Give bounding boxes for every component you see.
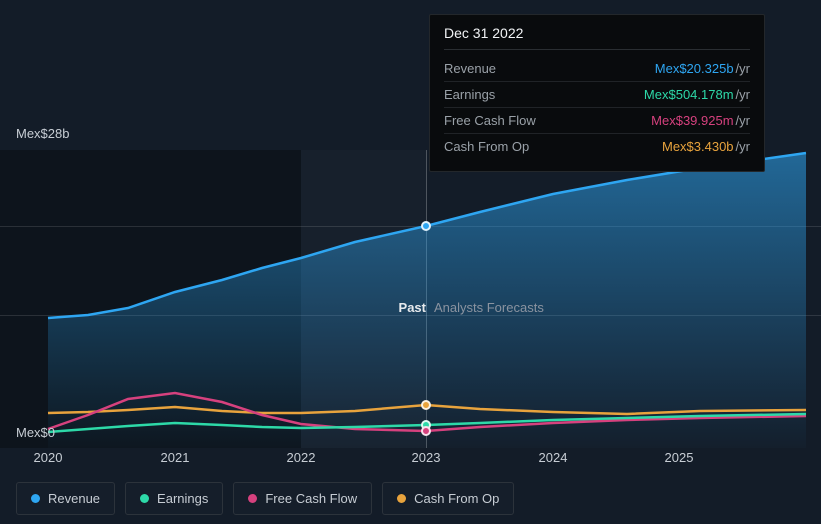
- x-axis: 2020 2021 2022 2023 2024 2025: [0, 450, 821, 470]
- revenue-forecast-chart: Dec 31 2022 Revenue Mex$20.325b/yr Earni…: [0, 0, 821, 524]
- legend-label-cashop: Cash From Op: [414, 491, 499, 506]
- legend-item-fcf[interactable]: Free Cash Flow: [233, 482, 372, 515]
- forecast-label: Analysts Forecasts: [434, 300, 544, 315]
- legend-item-cashop[interactable]: Cash From Op: [382, 482, 514, 515]
- tooltip-value-earnings: Mex$504.178m/yr: [644, 87, 750, 102]
- y-axis-top-label: Mex$28b: [16, 126, 69, 141]
- tooltip-row-revenue: Revenue Mex$20.325b/yr: [444, 56, 750, 82]
- legend-item-revenue[interactable]: Revenue: [16, 482, 115, 515]
- tooltip-box: Dec 31 2022 Revenue Mex$20.325b/yr Earni…: [429, 14, 765, 172]
- x-tick-2025: 2025: [665, 450, 694, 465]
- past-label: Past: [399, 300, 426, 315]
- legend-label-fcf: Free Cash Flow: [265, 491, 357, 506]
- x-tick-2024: 2024: [539, 450, 568, 465]
- tooltip-value-revenue: Mex$20.325b/yr: [655, 61, 750, 76]
- x-tick-2023: 2023: [412, 450, 441, 465]
- fcf-legend-dot: [248, 494, 257, 503]
- tooltip-row-earnings: Earnings Mex$504.178m/yr: [444, 82, 750, 108]
- x-tick-2022: 2022: [287, 450, 316, 465]
- tooltip-row-fcf: Free Cash Flow Mex$39.925m/yr: [444, 108, 750, 134]
- legend-label-revenue: Revenue: [48, 491, 100, 506]
- tooltip-label-fcf: Free Cash Flow: [444, 113, 536, 128]
- tooltip-label-revenue: Revenue: [444, 61, 496, 76]
- tooltip-value-cashop: Mex$3.430b/yr: [662, 139, 750, 154]
- plot-area: Past Analysts Forecasts: [0, 150, 821, 448]
- legend-label-earnings: Earnings: [157, 491, 208, 506]
- x-tick-2020: 2020: [34, 450, 63, 465]
- revenue-marker-dot[interactable]: [421, 221, 431, 231]
- freecashflow-marker-dot[interactable]: [421, 426, 431, 436]
- tooltip-row-cashop: Cash From Op Mex$3.430b/yr: [444, 134, 750, 159]
- tooltip-label-earnings: Earnings: [444, 87, 495, 102]
- tooltip-label-cashop: Cash From Op: [444, 139, 529, 154]
- earnings-legend-dot: [140, 494, 149, 503]
- cashop-legend-dot: [397, 494, 406, 503]
- revenue-legend-dot: [31, 494, 40, 503]
- tooltip-value-fcf: Mex$39.925m/yr: [651, 113, 750, 128]
- chart-lines-svg: [0, 150, 821, 448]
- cashfromop-marker-dot[interactable]: [421, 400, 431, 410]
- x-tick-2021: 2021: [161, 450, 190, 465]
- chart-legend: Revenue Earnings Free Cash Flow Cash Fro…: [16, 482, 514, 515]
- tooltip-date: Dec 31 2022: [444, 25, 750, 50]
- y-axis-zero-label: Mex$0: [16, 425, 55, 440]
- legend-item-earnings[interactable]: Earnings: [125, 482, 223, 515]
